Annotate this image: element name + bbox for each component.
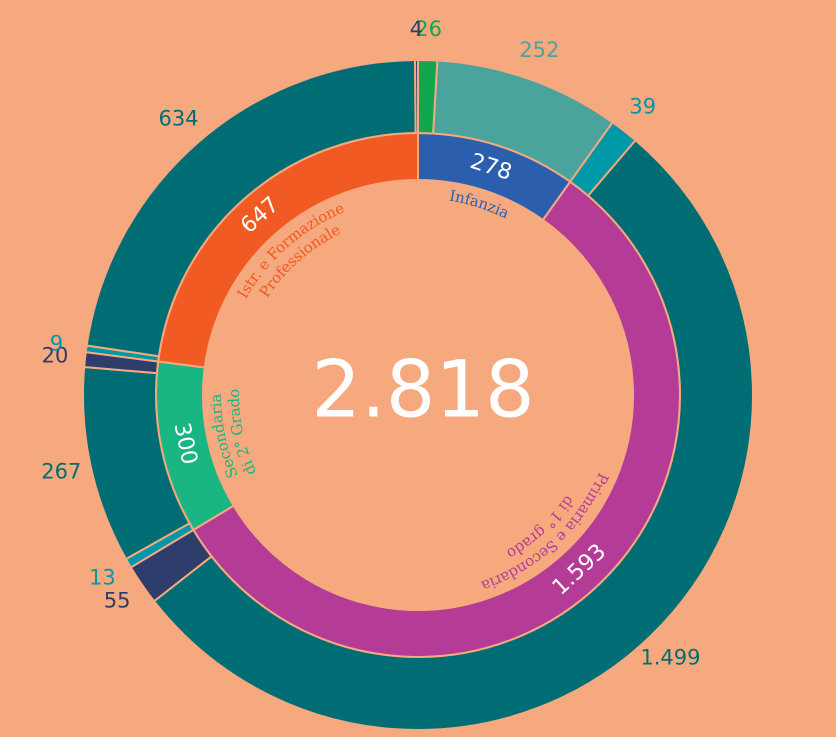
- outer-segment: [152, 138, 754, 731]
- outer-value-label: 252: [519, 38, 559, 62]
- outer-value-label: 39: [629, 94, 656, 118]
- outer-value-label: 1.499: [640, 646, 700, 670]
- outer-value-label: 4: [410, 17, 423, 41]
- outer-value-label: 26: [415, 17, 442, 41]
- outer-value-label: 9: [50, 332, 63, 356]
- outer-value-label: 267: [41, 460, 81, 484]
- outer-segment: [414, 58, 419, 135]
- outer-value-label: 634: [158, 107, 198, 131]
- outer-value-label: 20: [42, 343, 69, 367]
- center-label: 2.818: [311, 345, 534, 435]
- outer-value-label: 55: [104, 589, 131, 613]
- outer-value-label: 13: [89, 565, 116, 589]
